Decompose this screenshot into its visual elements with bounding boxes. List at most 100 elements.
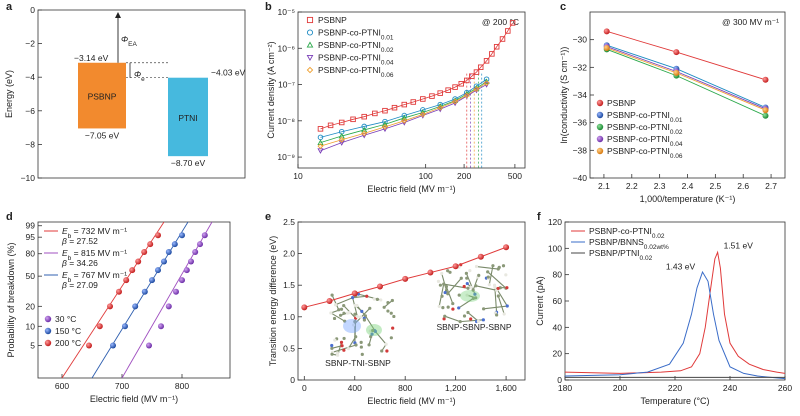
molecule-atom: [330, 352, 334, 356]
panel-d-point: [116, 288, 122, 295]
phi-ea-label-part: EA: [128, 41, 137, 48]
panel-e-ytick-label: 1.0: [283, 312, 295, 322]
panel-b-legend-label-part: PSBNP: [318, 15, 347, 25]
molecule-atom: [487, 283, 491, 287]
peak-label-2: 1.51 eV: [724, 240, 754, 250]
molecule-atom: [333, 338, 337, 342]
panel-c-legend-label: PSBNP-co-PTNI0.04: [607, 134, 683, 148]
panel-f-xtick-label: 200: [613, 383, 627, 393]
panel-b-point: [505, 28, 511, 34]
panel-d-ytick-label: 99: [26, 221, 36, 231]
panel-c-xlabel: 1,000/temperature (K⁻¹): [640, 194, 736, 204]
panel-c-legend-marker: [596, 123, 604, 131]
panel-e-point: [452, 263, 459, 270]
panel-d-fit-beta-part: β: [61, 258, 67, 268]
panel-b-point: [477, 64, 484, 70]
panel-b-legend-label-part: 0.01: [381, 34, 394, 41]
panel-b-series-line: [320, 22, 513, 130]
molecule-atom: [502, 312, 506, 316]
panel-c-ytick-label: −40: [573, 173, 588, 183]
molecule-atom: [501, 264, 506, 268]
panel-d-fit-beta: β = 27.09: [61, 280, 98, 290]
molecule-atom: [474, 284, 478, 288]
band-bottom-label: −8.70 eV: [171, 158, 206, 168]
molecule-atom: [446, 269, 450, 273]
panel-d-xtick-label: 800: [175, 381, 189, 391]
panel-b-point: [445, 87, 451, 93]
panel-b-point: [437, 90, 443, 96]
molecule-atom: [468, 268, 472, 273]
molecule-atom: [342, 336, 346, 341]
panel-f-legend-label-part: PSBNP-co-PTNI: [589, 226, 652, 236]
phi-ea-label: ΦEA: [121, 34, 137, 48]
panel-e-point: [301, 304, 308, 311]
panel-d-fit-eb-part: E: [62, 270, 68, 280]
panel-label-a: a: [6, 1, 13, 13]
molecule-atom: [372, 297, 376, 301]
panel-d-fit-beta-part: = 27.52: [67, 236, 98, 246]
panel-f-xtick-label: 260: [778, 383, 792, 393]
panel-e-point: [503, 244, 510, 251]
band-ptni: [168, 77, 208, 157]
molecule-atom: [491, 264, 495, 268]
panel-d-point: [107, 303, 113, 310]
panel-d-point: [155, 232, 161, 239]
molecule-bond: [444, 315, 461, 323]
panel-b-series-line: [320, 78, 487, 138]
panel-c-xtick-label: 2.6: [737, 181, 749, 191]
molecule-atom: [451, 307, 455, 311]
molecule-atom: [496, 286, 500, 291]
molecule-atom: [362, 318, 366, 322]
molecule-atom: [382, 305, 386, 309]
molecule-atom: [354, 343, 358, 347]
band-psbnp: [78, 62, 126, 129]
molecule-atom: [338, 313, 343, 317]
panel-a-ytick-label: −4: [25, 72, 35, 82]
molecule-atom: [375, 297, 379, 301]
panel-label-b: b: [265, 1, 272, 13]
panel-d-point: [165, 249, 172, 256]
panel-d-point: [149, 277, 155, 284]
molecule-atom: [438, 283, 443, 287]
panel-d-point: [201, 232, 208, 239]
panel-b-legend-label-part: 0.04: [381, 59, 394, 66]
panel-a-ytick-label: −6: [25, 106, 35, 116]
panel-b-xtick-label: 200: [457, 171, 471, 181]
panel-d-point: [179, 232, 185, 239]
panel-c-point: [762, 112, 769, 119]
panel-d-point: [179, 277, 185, 284]
panel-c-legend-label-part: PSBNP-co-PTNI: [607, 110, 670, 120]
panel-b-point: [410, 99, 417, 105]
panel-d-fit-eb: Eb = 732 MV m⁻¹: [62, 226, 127, 240]
band-top-label: −3.14 eV: [74, 53, 109, 63]
panel-b-point: [361, 113, 367, 120]
molecule-atom: [367, 343, 371, 347]
panel-b-point: [463, 92, 470, 99]
molecule-atom: [389, 311, 393, 315]
molecule-atom: [342, 311, 346, 315]
panel-b-legend-label: PSBNP: [318, 15, 347, 25]
panel-c-legend-label-part: 0.06: [670, 153, 683, 160]
molecule-atom: [386, 309, 390, 313]
molecule-atom: [337, 308, 341, 312]
molecule-atom: [437, 304, 441, 308]
panel-d-point: [155, 267, 161, 274]
panel-e-point: [477, 253, 484, 260]
panel-label-d: d: [6, 211, 13, 223]
panel-f-xtick-label: 220: [668, 383, 682, 393]
molecule-atom: [342, 303, 346, 308]
molecule-atom: [469, 285, 473, 289]
panel-e-point: [376, 283, 383, 290]
panel-d-point: [171, 241, 178, 248]
panel-label-f: f: [537, 211, 541, 223]
panel-e-ytick-label: 1.5: [283, 280, 295, 290]
panel-c-point: [762, 107, 769, 114]
panel-b-point: [401, 101, 408, 108]
panel-d-fit-eb-part: E: [62, 248, 68, 258]
molecule-atom: [462, 284, 466, 289]
panel-f-ytick-label: 100: [548, 243, 562, 253]
molecule-atom: [353, 312, 357, 316]
molecule-atom: [440, 294, 444, 298]
molecule-atom: [496, 294, 500, 298]
panel-c-legend-marker: [596, 99, 604, 107]
